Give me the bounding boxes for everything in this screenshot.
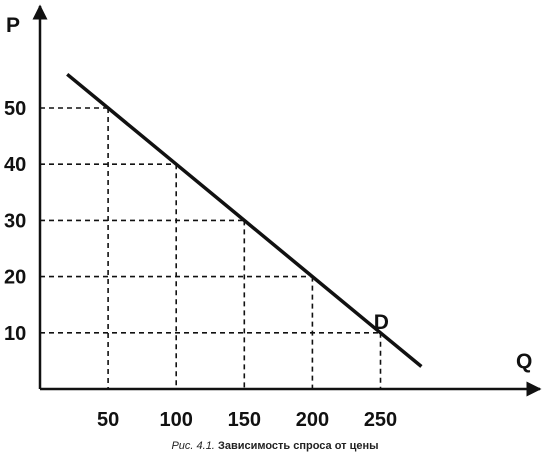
x-tick-label-50: 50 <box>97 409 119 431</box>
x-tick-label-100: 100 <box>160 409 193 431</box>
y-tick-label-20: 20 <box>4 267 26 289</box>
caption-prefix: Рис. 4.1. <box>171 440 215 452</box>
demand-curve-line <box>66 72 423 368</box>
y-axis-title: P <box>6 14 20 37</box>
y-tick-label-50: 50 <box>4 98 26 120</box>
axes <box>32 4 542 397</box>
x-tick-label-200: 200 <box>296 409 329 431</box>
y-tick-label-30: 30 <box>4 210 26 232</box>
x-tick-label-150: 150 <box>228 409 261 431</box>
y-tick-label-10: 10 <box>4 323 26 345</box>
caption-text: Зависимость спроса от цены <box>217 440 379 452</box>
x-axis-title: Q <box>516 350 532 373</box>
series-label-d: D <box>374 311 389 334</box>
grid-lines <box>40 107 382 389</box>
y-tick-label-40: 40 <box>4 154 26 176</box>
x-tick-label-250: 250 <box>364 409 397 431</box>
series-layer <box>66 72 423 368</box>
figure-caption: Рис. 4.1. Зависимость спроса от цены <box>0 440 550 452</box>
labels: 10 20 30 40 50 50 100 150 200 250 P Q D <box>4 14 532 431</box>
